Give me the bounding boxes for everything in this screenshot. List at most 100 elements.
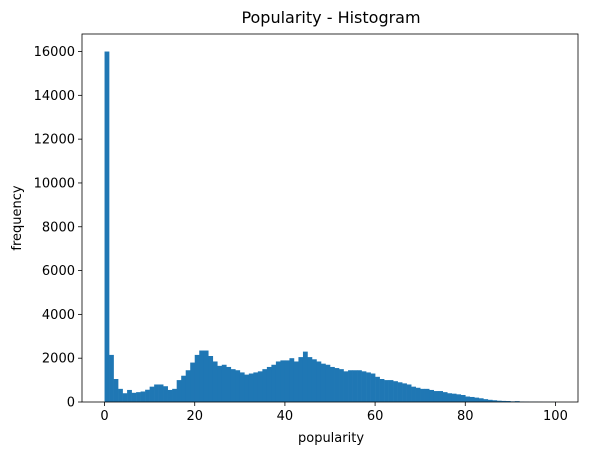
x-tick-label: 0 xyxy=(100,409,108,424)
histogram-bar xyxy=(311,359,317,402)
histogram-bar xyxy=(384,380,389,402)
x-axis-ticks: 0 20 40 60 80 100 xyxy=(100,402,568,424)
histogram-bar xyxy=(190,362,196,402)
y-tick-label: 16000 xyxy=(34,45,75,60)
histogram-bar xyxy=(149,386,155,402)
histogram-bar xyxy=(266,366,272,402)
histogram-bar xyxy=(131,392,137,402)
histogram-bar xyxy=(136,392,141,402)
histogram-bar xyxy=(334,368,340,402)
histogram-bar xyxy=(474,397,480,402)
histogram-bar xyxy=(181,375,187,402)
histogram-bar xyxy=(289,358,295,402)
histogram-bar xyxy=(262,369,268,402)
histogram-bar xyxy=(271,364,277,402)
histogram-bar xyxy=(433,391,439,402)
histogram-bar xyxy=(145,389,150,402)
histogram-bar xyxy=(402,383,407,402)
histogram-bar xyxy=(406,384,412,402)
histogram-bar xyxy=(185,370,191,402)
histogram-bar xyxy=(442,392,448,402)
bars-group xyxy=(104,51,556,403)
y-tick-label: 4000 xyxy=(42,308,75,323)
histogram-bar xyxy=(113,379,119,402)
histogram-bar xyxy=(298,357,304,402)
histogram-bar xyxy=(465,396,471,402)
y-tick-label: 0 xyxy=(67,396,75,411)
histogram-bar xyxy=(429,389,435,402)
histogram-bar xyxy=(447,393,453,402)
y-tick-label: 6000 xyxy=(42,264,75,279)
histogram-bar xyxy=(343,371,349,402)
histogram-bar xyxy=(357,370,362,402)
histogram-bar xyxy=(415,387,421,402)
x-tick-label: 100 xyxy=(543,409,568,424)
histogram-bar xyxy=(424,388,430,402)
histogram-bar xyxy=(208,356,214,402)
histogram-bar xyxy=(393,381,398,402)
histogram-bar xyxy=(127,389,132,402)
histogram-bar xyxy=(212,361,218,402)
y-tick-label: 12000 xyxy=(34,133,75,148)
histogram-bar xyxy=(366,372,371,402)
histogram-bar xyxy=(275,361,281,402)
histogram-bar xyxy=(320,363,326,402)
histogram-bar xyxy=(118,388,123,402)
histogram-bar xyxy=(194,354,200,402)
histogram-bar xyxy=(379,379,385,402)
histogram-bar xyxy=(478,398,484,402)
histogram-bar xyxy=(361,371,367,402)
histogram-bar xyxy=(167,389,173,402)
histogram-bar xyxy=(176,380,182,402)
histogram-bar xyxy=(307,357,313,402)
histogram-bar xyxy=(420,388,425,402)
y-axis-label: frequency xyxy=(10,185,25,251)
histogram-bar xyxy=(483,399,489,402)
histogram-bar xyxy=(284,360,290,402)
histogram-bar xyxy=(456,394,462,402)
y-tick-label: 14000 xyxy=(34,89,75,104)
histogram-bar xyxy=(239,372,245,402)
histogram-bar xyxy=(154,384,159,402)
histogram-bar xyxy=(316,361,322,402)
y-tick-label: 8000 xyxy=(42,220,75,235)
y-tick-label: 10000 xyxy=(34,176,75,191)
chart-title: Popularity - Histogram xyxy=(241,8,420,27)
histogram-bar xyxy=(203,350,209,402)
histogram-bar xyxy=(230,369,236,402)
histogram-bar xyxy=(172,388,177,402)
histogram-bar xyxy=(496,400,502,402)
x-tick-label: 40 xyxy=(277,409,294,424)
histogram-bar xyxy=(397,382,403,402)
histogram-bar xyxy=(235,370,241,402)
plot-frame xyxy=(81,33,579,403)
histogram-bar xyxy=(514,401,520,402)
histogram-bar xyxy=(505,401,511,402)
histogram-bar xyxy=(253,372,259,402)
y-axis-ticks: 0 2000 4000 6000 8000 10000 12000 14000 16000 xyxy=(34,45,82,411)
histogram-bar xyxy=(492,400,498,402)
x-tick-label: 80 xyxy=(457,409,474,424)
histogram-bar xyxy=(352,370,358,402)
histogram-bar xyxy=(221,364,227,402)
histogram-bar xyxy=(293,361,299,402)
histogram-bar xyxy=(370,373,376,402)
histogram-bar xyxy=(163,386,168,402)
histogram-bar xyxy=(388,380,394,402)
histogram-bar xyxy=(330,366,335,402)
histogram-bar xyxy=(199,350,205,402)
histogram-bar xyxy=(257,371,263,402)
histogram-bar xyxy=(501,400,507,402)
histogram-bar xyxy=(140,391,146,402)
x-tick-label: 60 xyxy=(367,409,384,424)
histogram-bar xyxy=(451,393,457,402)
histogram-bar xyxy=(104,51,110,403)
histogram-bar xyxy=(158,384,164,402)
histogram-bar xyxy=(226,366,232,402)
histogram-bar xyxy=(280,360,286,402)
histogram-bar xyxy=(411,386,416,402)
histogram-bar xyxy=(302,351,308,402)
histogram-bar xyxy=(375,376,380,402)
histogram-bar xyxy=(244,374,250,402)
